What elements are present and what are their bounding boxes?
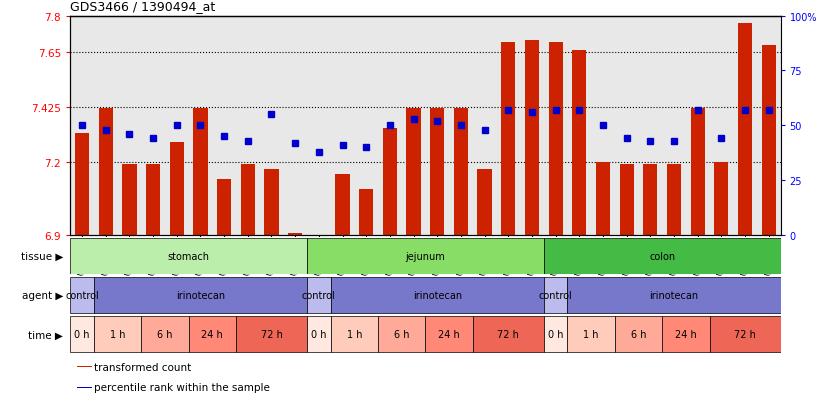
Bar (122, 165, 136, 235)
Bar (78, 366, 92, 368)
Bar (78, 387, 92, 388)
Bar (378, 317, 425, 352)
Text: 6 h: 6 h (631, 330, 646, 339)
Text: 24 h: 24 h (675, 330, 696, 339)
Bar (477, 170, 491, 235)
Bar (620, 165, 634, 235)
Bar (544, 317, 567, 352)
Bar (94, 317, 141, 352)
Bar (236, 317, 307, 352)
Bar (567, 278, 781, 313)
Text: 0 h: 0 h (74, 330, 90, 339)
Bar (70, 317, 94, 352)
Text: 0 h: 0 h (311, 330, 326, 339)
Bar (453, 109, 468, 235)
Bar (330, 317, 378, 352)
Text: 24 h: 24 h (439, 330, 460, 339)
Bar (307, 238, 544, 274)
Bar (430, 109, 444, 235)
Bar (548, 43, 563, 235)
Text: irinotecan: irinotecan (413, 290, 462, 300)
Text: transformed count: transformed count (94, 362, 192, 372)
Bar (146, 165, 160, 235)
Text: irinotecan: irinotecan (649, 290, 699, 300)
Text: control: control (65, 290, 99, 300)
Text: percentile rank within the sample: percentile rank within the sample (94, 382, 270, 392)
Text: 6 h: 6 h (394, 330, 410, 339)
Text: 72 h: 72 h (734, 330, 756, 339)
Bar (240, 165, 255, 235)
Text: 6 h: 6 h (157, 330, 173, 339)
Bar (307, 317, 330, 352)
Bar (264, 170, 278, 235)
Bar (662, 317, 710, 352)
Bar (615, 317, 662, 352)
Bar (525, 41, 539, 235)
Bar (691, 109, 705, 235)
Text: control: control (539, 290, 572, 300)
Text: 1 h: 1 h (347, 330, 362, 339)
Bar (667, 165, 681, 235)
Bar (335, 175, 349, 235)
Bar (544, 278, 567, 313)
Bar (330, 278, 544, 313)
Bar (738, 24, 752, 235)
Bar (382, 128, 397, 235)
Text: 0 h: 0 h (548, 330, 563, 339)
Text: irinotecan: irinotecan (176, 290, 225, 300)
Bar (472, 317, 544, 352)
Bar (193, 109, 207, 235)
Bar (188, 317, 236, 352)
Text: 72 h: 72 h (497, 330, 520, 339)
Bar (288, 233, 302, 235)
Bar (217, 180, 231, 235)
Text: time ▶: time ▶ (28, 330, 64, 339)
Text: 1 h: 1 h (110, 330, 126, 339)
Text: stomach: stomach (168, 251, 210, 261)
Bar (567, 317, 615, 352)
Bar (70, 278, 94, 313)
Bar (94, 278, 307, 313)
Text: 24 h: 24 h (202, 330, 223, 339)
Bar (75, 133, 89, 235)
Bar (714, 162, 729, 235)
Text: 72 h: 72 h (260, 330, 282, 339)
Bar (425, 317, 472, 352)
Text: GDS3466 / 1390494_at: GDS3466 / 1390494_at (70, 0, 216, 13)
Bar (501, 43, 515, 235)
Bar (359, 189, 373, 235)
Bar (141, 317, 188, 352)
Bar (169, 143, 184, 235)
Bar (544, 238, 781, 274)
Bar (596, 162, 610, 235)
Text: jejunum: jejunum (406, 251, 445, 261)
Bar (710, 317, 781, 352)
Bar (762, 46, 776, 235)
Text: 1 h: 1 h (583, 330, 599, 339)
Bar (406, 109, 420, 235)
Text: agent ▶: agent ▶ (22, 290, 64, 300)
Bar (307, 278, 330, 313)
Text: control: control (302, 290, 335, 300)
Bar (70, 238, 307, 274)
Text: colon: colon (649, 251, 675, 261)
Bar (643, 165, 657, 235)
Bar (98, 109, 113, 235)
Bar (572, 50, 586, 235)
Text: tissue ▶: tissue ▶ (21, 251, 64, 261)
